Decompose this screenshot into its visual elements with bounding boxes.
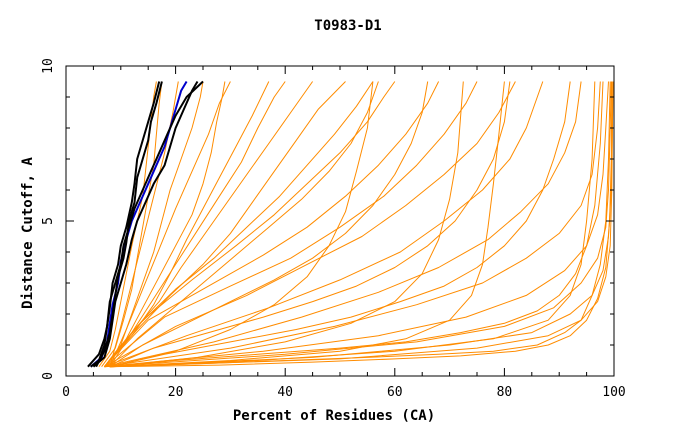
series-line-highlight-0 [87,81,161,368]
series-line-models-23 [109,81,614,368]
series-line-models-30 [109,81,379,368]
series-line-models-28 [109,81,511,368]
series-line-models-6 [101,81,163,367]
series-line-models-36 [109,81,374,368]
series-line-models-25 [109,81,613,368]
x-tick-label-60: 60 [387,385,403,400]
series-line-models-35 [109,81,464,368]
series-line-models-18 [104,81,582,368]
series-layer [87,80,614,368]
series-line-models-16 [104,81,516,368]
series-line-models-26 [109,81,604,368]
y-axis-label: Distance Cutoff, A [20,157,36,309]
plot-frame [65,65,615,377]
y-tick-label-0: 0 [41,372,56,380]
series-line-models-33 [109,81,179,367]
series-line-models-31 [109,81,286,367]
series-line-models-27 [109,81,571,368]
x-tick-label-0: 0 [62,385,70,400]
chart-title: T0983-D1 [314,18,381,34]
series-line-models-12 [104,81,374,368]
tick-layer: 0 20 40 60 80 100 0 5 10 [41,58,626,400]
series-line-highlight-3 [90,80,204,368]
series-line-models-7 [104,81,204,368]
x-axis-label: Percent of Residues (CA) [233,408,435,424]
series-line-models-15 [104,81,478,368]
x-tick-label-40: 40 [277,385,293,400]
y-tick-label-10: 10 [41,58,56,74]
series-line-models-37 [109,81,596,368]
x-tick-label-80: 80 [497,385,513,400]
series-line-models-20 [104,81,609,368]
series-line-models-14 [104,81,440,368]
series-line-models-32 [109,81,231,367]
series-line-models-10 [104,81,314,368]
x-tick-label-100: 100 [602,385,625,400]
x-tick-label-20: 20 [168,385,184,400]
series-line-models-19 [104,81,601,368]
series-line-models-21 [104,81,612,368]
y-tick-label-5: 5 [41,217,56,225]
series-line-models-24 [109,81,611,368]
series-line-models-8 [104,81,226,368]
series-line-models-13 [104,81,396,368]
series-line-models-11 [104,81,346,368]
series-line-models-34 [109,81,505,368]
